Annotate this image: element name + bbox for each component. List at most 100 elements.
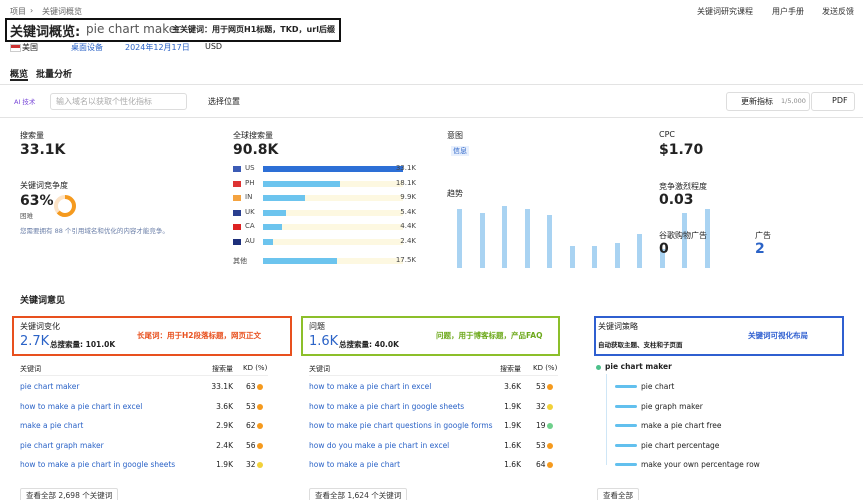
- input-box[interactable]: [50, 93, 187, 110]
- tab[interactable]: 概览: [10, 70, 29, 80]
- kd-dot: [257, 462, 263, 468]
- keyword-link[interactable]: pie chart maker: [20, 382, 80, 391]
- panel-box: [301, 316, 560, 356]
- difficulty-ring-svg: [54, 195, 76, 217]
- country-volume: 18.1K: [395, 178, 416, 187]
- country-code: AU: [245, 236, 255, 245]
- metric-label: 全球搜索量: [233, 131, 273, 140]
- strategy-child[interactable]: make your own percentage row: [641, 460, 760, 469]
- trend-bar: [592, 246, 597, 268]
- tab[interactable]: 批量分析: [36, 70, 73, 80]
- row-volume: 3.6K: [504, 382, 521, 391]
- kd-dot: [547, 403, 553, 410]
- keyword-link[interactable]: how do you make a pie chart in excel: [309, 440, 450, 450]
- root-dot: [596, 365, 601, 370]
- top-link[interactable]: 关键词研究课程: [697, 7, 753, 16]
- strategy-child[interactable]: pie graph maker: [641, 401, 703, 411]
- keyword-link[interactable]: how to make a pie chart: [309, 460, 401, 469]
- top-link[interactable]: 发送反馈: [822, 7, 854, 16]
- view-all[interactable]: 查看全部 2,698 个关键词: [20, 488, 119, 500]
- divider: [0, 117, 863, 118]
- country-bar: [263, 209, 286, 216]
- breadcrumb: 关键词概览: [42, 7, 82, 16]
- keyword-link[interactable]: how to make a pie chart in google sheets: [309, 401, 465, 411]
- trend-bar: [524, 209, 530, 268]
- divider: [0, 84, 863, 85]
- kd-dot: [547, 384, 553, 390]
- col-header: 搜索量: [212, 365, 233, 373]
- keyword-link[interactable]: how to make a pie chart in excel: [20, 401, 143, 411]
- trend-bar: [569, 246, 575, 268]
- export[interactable]: PDF: [832, 96, 848, 105]
- panel-title[interactable]: 问题: [309, 322, 325, 331]
- divider: [20, 375, 268, 376]
- keyword-link[interactable]: how to make pie chart questions in googl…: [309, 421, 493, 430]
- country-volume: 2.4K: [400, 236, 416, 245]
- panel-title[interactable]: 关键词变化: [20, 322, 60, 331]
- keyword-link[interactable]: how to make a pie chart in google sheets: [20, 460, 176, 469]
- ai-tag: AI 技术: [14, 98, 36, 106]
- row-volume: 2.9K: [216, 421, 233, 430]
- bar-track: [263, 224, 403, 230]
- panel-annotation: 长尾词：用于H2段落标题，网页正文: [137, 331, 261, 340]
- metric-label: 竞争激烈程度: [659, 182, 707, 191]
- row-volume: 1.6K: [504, 460, 521, 469]
- filter: USD: [205, 42, 223, 51]
- section-title: 关键词意见: [20, 296, 66, 306]
- trend-bar: [547, 215, 552, 268]
- row-kd: 32: [246, 460, 256, 469]
- strategy-root[interactable]: pie chart maker: [605, 362, 672, 371]
- strategy-child[interactable]: make a pie chart free: [641, 421, 722, 430]
- keyword-link[interactable]: pie chart graph maker: [20, 440, 104, 450]
- breadcrumb[interactable]: 项目: [10, 7, 26, 16]
- trend-bar: [704, 209, 710, 268]
- location[interactable]: 选择位置: [208, 97, 240, 106]
- row-kd: 19: [536, 421, 546, 430]
- bar-track: [263, 209, 403, 216]
- country-code: US: [245, 164, 255, 172]
- update-button[interactable]: [726, 92, 810, 111]
- tree-bar: [615, 424, 637, 427]
- metric-label: 搜索量: [20, 131, 44, 140]
- metric-label: CPC: [659, 130, 675, 139]
- panel-title[interactable]: 关键词策略: [598, 322, 638, 331]
- view-all[interactable]: 查看全部: [597, 488, 639, 500]
- country-bar: [263, 195, 305, 201]
- country-bar: [263, 166, 403, 172]
- panel-count: 2.7K: [20, 334, 50, 349]
- page-title: 关键词概览:: [10, 25, 81, 40]
- metric-value: $1.70: [659, 142, 704, 158]
- col-header: 关键词: [20, 365, 41, 373]
- tab-underline: [10, 79, 28, 81]
- filter[interactable]: 2024年12月17日: [125, 43, 190, 52]
- flag: [233, 166, 241, 172]
- strategy-child[interactable]: pie chart percentage: [641, 440, 720, 450]
- difficulty-level: 困难: [20, 212, 33, 220]
- row-kd: 63: [246, 382, 256, 391]
- country-bar: [263, 258, 338, 264]
- country-volume: 17.5K: [395, 256, 416, 264]
- update[interactable]: 更新指标: [741, 97, 773, 106]
- filter[interactable]: 桌面设备: [71, 43, 103, 52]
- row-volume: 3.6K: [216, 401, 233, 411]
- keyword-link[interactable]: make a pie chart: [20, 421, 84, 430]
- flag: [10, 44, 21, 52]
- tree-bar: [615, 443, 637, 447]
- country-code: UK: [245, 207, 255, 216]
- bar-track: [263, 238, 403, 245]
- country-code: 其他: [233, 257, 247, 265]
- panel-annotation: 问题，用于博客标题，产品FAQ: [436, 331, 543, 340]
- metric-label: 意图: [447, 131, 463, 140]
- filter[interactable]: 美国: [22, 43, 38, 52]
- view-all[interactable]: 查看全部 1,624 个关键词: [309, 488, 408, 500]
- country-volume: 33.1K: [395, 164, 416, 172]
- trend-bar: [479, 213, 485, 268]
- col-header: KD (%): [243, 364, 268, 372]
- top-link[interactable]: 用户手册: [772, 7, 804, 16]
- pdf-button[interactable]: [811, 92, 855, 111]
- keyword-link[interactable]: how to make a pie chart in excel: [309, 382, 432, 391]
- kd-dot: [257, 403, 263, 410]
- strategy-child[interactable]: pie chart: [641, 382, 675, 391]
- tree-bar: [615, 404, 637, 408]
- difficulty-note: 您需要拥有 88 个引用域名和优化的内容才能竞争。: [20, 227, 169, 235]
